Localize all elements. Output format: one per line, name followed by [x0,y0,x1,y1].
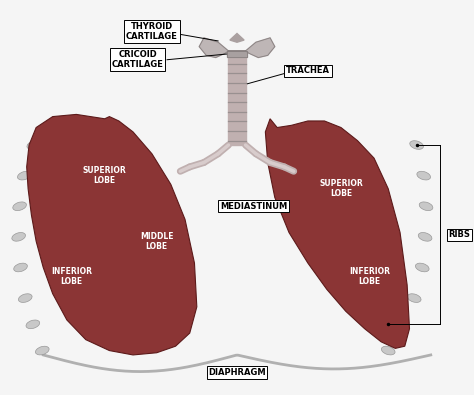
Ellipse shape [408,294,421,303]
Polygon shape [228,51,246,145]
Ellipse shape [14,263,27,272]
Ellipse shape [410,141,423,149]
Text: RIBS: RIBS [448,230,470,239]
Text: SUPERIOR
LOBE: SUPERIOR LOBE [319,179,363,198]
Text: SUPERIOR
LOBE: SUPERIOR LOBE [83,166,127,185]
Ellipse shape [382,346,395,355]
Ellipse shape [18,294,32,303]
Ellipse shape [13,202,27,211]
Text: THYROID
CARTILAGE: THYROID CARTILAGE [126,22,178,41]
Text: MIDDLE
LOBE: MIDDLE LOBE [140,231,173,251]
Ellipse shape [18,171,31,180]
Ellipse shape [419,202,433,211]
Ellipse shape [36,346,49,355]
Text: CRICOID
CARTILAGE: CRICOID CARTILAGE [112,50,164,70]
Polygon shape [265,119,410,348]
Text: DIAPHRAGM: DIAPHRAGM [208,368,266,377]
Ellipse shape [415,263,429,272]
Text: TRACHEA: TRACHEA [286,66,330,75]
Polygon shape [227,51,247,56]
Polygon shape [27,115,197,355]
Ellipse shape [26,320,40,329]
Ellipse shape [12,233,26,241]
Ellipse shape [418,233,432,241]
Ellipse shape [396,320,409,329]
Text: INFERIOR
LOBE: INFERIOR LOBE [349,267,390,286]
Text: INFERIOR
LOBE: INFERIOR LOBE [51,267,92,286]
Polygon shape [230,34,244,42]
Ellipse shape [417,171,430,180]
Text: MEDIASTINUM: MEDIASTINUM [220,202,287,211]
Polygon shape [199,38,275,58]
Ellipse shape [27,141,41,149]
